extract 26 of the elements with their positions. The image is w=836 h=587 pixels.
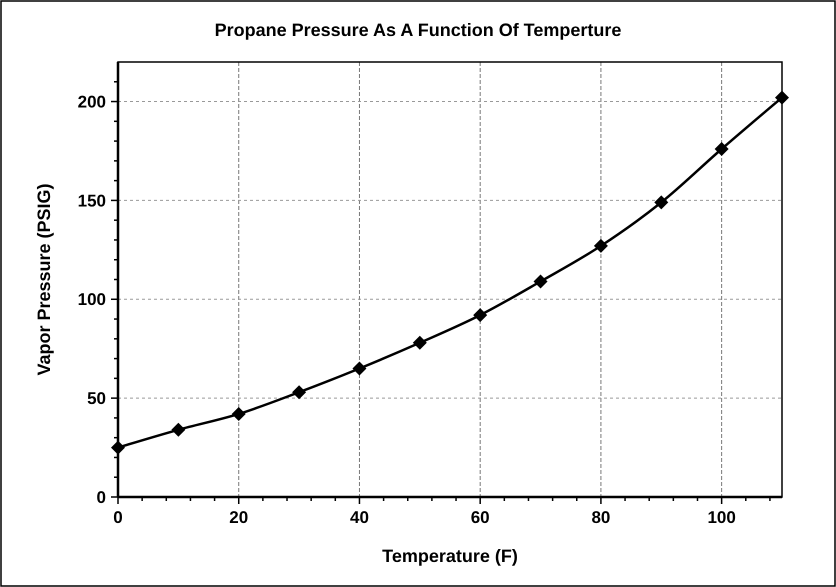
y-tick-label: 100 (78, 290, 106, 310)
point (352, 361, 366, 376)
point (171, 422, 186, 437)
x-tick-label: 20 (229, 508, 248, 527)
point (534, 274, 548, 288)
x-axis-title: Temperature (F) (382, 546, 518, 566)
chart-title: Propane Pressure As A Function Of Temperture (214, 20, 622, 40)
point (654, 195, 668, 210)
point (111, 440, 125, 455)
x-tick-label: 0 (113, 508, 123, 527)
y-tick-label: 0 (96, 488, 106, 507)
x-tick-label: 60 (470, 508, 490, 527)
point (473, 308, 488, 322)
x-tick-label: 80 (591, 508, 610, 527)
point (714, 142, 729, 156)
point (412, 336, 427, 350)
y-tick-label: 200 (78, 92, 106, 112)
x-tick-label: 100 (707, 508, 736, 527)
point (292, 385, 306, 400)
y-tick-label: 150 (78, 191, 106, 210)
point (775, 90, 789, 105)
point (594, 238, 608, 253)
y-axis-title: Vapor Pressure (PSIG) (34, 183, 54, 376)
x-tick-label: 40 (350, 508, 369, 527)
y-tick-label: 50 (87, 389, 106, 408)
point (232, 406, 246, 421)
